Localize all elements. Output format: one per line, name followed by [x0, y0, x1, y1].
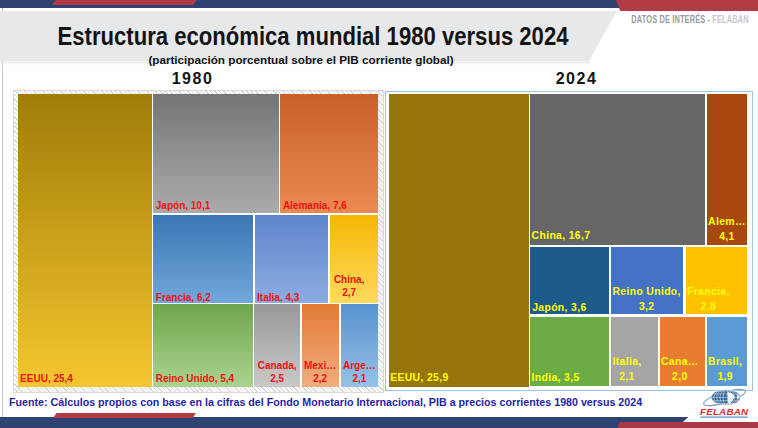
svg-text:FELABAN: FELABAN [700, 406, 749, 417]
